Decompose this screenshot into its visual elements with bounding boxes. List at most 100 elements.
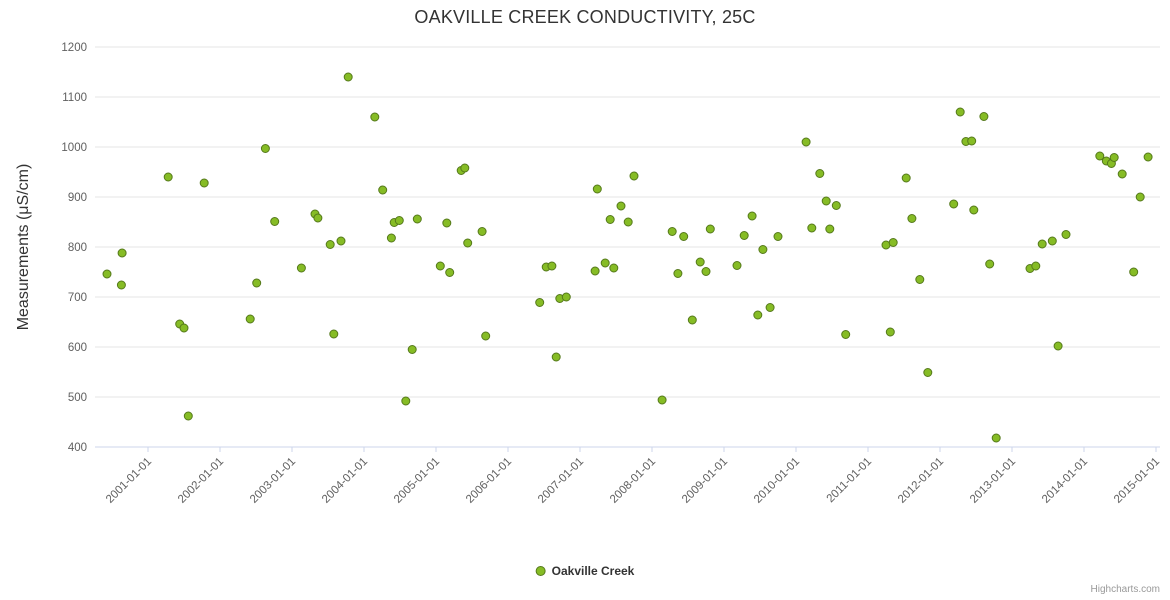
data-point[interactable] <box>370 112 380 122</box>
data-point[interactable] <box>401 396 411 406</box>
data-point[interactable] <box>260 144 270 153</box>
data-point[interactable] <box>1037 239 1047 249</box>
data-point[interactable] <box>163 172 173 182</box>
data-point[interactable] <box>481 331 491 341</box>
data-point[interactable] <box>949 199 959 209</box>
data-point[interactable] <box>758 245 768 254</box>
data-point[interactable] <box>547 261 557 271</box>
data-point[interactable] <box>245 314 255 324</box>
data-point[interactable] <box>815 169 825 178</box>
x-tick-label: 2008-01-01 <box>608 456 658 506</box>
data-point[interactable] <box>590 266 600 276</box>
data-point[interactable] <box>609 263 619 273</box>
data-point[interactable] <box>442 218 452 228</box>
data-point[interactable] <box>739 231 749 240</box>
y-tick-label: 700 <box>68 292 87 304</box>
data-point[interactable] <box>183 411 193 421</box>
data-point[interactable] <box>991 433 1001 443</box>
data-point[interactable] <box>907 214 917 223</box>
data-point[interactable] <box>592 184 602 194</box>
data-point[interactable] <box>313 213 323 223</box>
data-point[interactable] <box>765 303 775 312</box>
data-point[interactable] <box>1053 341 1063 351</box>
data-point[interactable] <box>1129 267 1139 277</box>
data-point[interactable] <box>801 137 811 147</box>
data-point[interactable] <box>460 163 470 173</box>
legend-item-oakville-creek[interactable]: Oakville Creek <box>535 564 635 578</box>
data-point[interactable] <box>1117 169 1127 179</box>
data-point[interactable] <box>673 269 683 278</box>
data-point[interactable] <box>477 227 487 236</box>
data-point[interactable] <box>463 238 473 248</box>
data-point[interactable] <box>629 171 639 181</box>
data-point[interactable] <box>979 112 989 121</box>
data-point[interactable] <box>407 345 417 354</box>
data-point[interactable] <box>901 173 911 183</box>
data-point[interactable] <box>1095 151 1105 161</box>
data-point[interactable] <box>296 263 306 273</box>
data-point[interactable] <box>915 275 925 284</box>
data-point[interactable] <box>270 217 280 226</box>
data-point[interactable] <box>394 216 404 225</box>
legend-label: Oakville Creek <box>551 564 635 578</box>
data-point[interactable] <box>179 323 189 333</box>
data-point[interactable] <box>1031 261 1041 271</box>
data-point[interactable] <box>551 352 561 362</box>
data-point[interactable] <box>378 185 388 195</box>
data-point[interactable] <box>841 330 851 339</box>
data-point[interactable] <box>116 280 126 290</box>
data-point[interactable] <box>967 136 977 146</box>
data-point[interactable] <box>701 267 711 276</box>
data-point[interactable] <box>329 329 339 339</box>
x-tick-label: 2015-01-01 <box>1112 456 1162 506</box>
data-point[interactable] <box>336 236 346 246</box>
data-point[interactable] <box>325 240 335 249</box>
data-point[interactable] <box>773 232 783 241</box>
data-point[interactable] <box>888 238 898 247</box>
data-point[interactable] <box>386 233 396 243</box>
data-point[interactable] <box>679 232 689 241</box>
data-point[interactable] <box>343 72 353 82</box>
data-point[interactable] <box>412 214 422 224</box>
data-point[interactable] <box>923 368 933 377</box>
data-point[interactable] <box>561 292 571 302</box>
data-point[interactable] <box>747 211 757 221</box>
data-point[interactable] <box>825 224 835 234</box>
data-point[interactable] <box>445 268 455 277</box>
data-point[interactable] <box>687 315 697 325</box>
x-tick-label: 2007-01-01 <box>536 456 586 506</box>
x-tick-label: 2009-01-01 <box>680 456 730 506</box>
highcharts-credits-link[interactable]: Highcharts.com <box>1090 584 1160 595</box>
data-point[interactable] <box>1109 153 1119 162</box>
data-point[interactable] <box>969 205 979 215</box>
data-point[interactable] <box>1135 192 1145 202</box>
data-point[interactable] <box>1047 236 1057 246</box>
data-point[interactable] <box>695 257 705 267</box>
data-point[interactable] <box>435 261 445 271</box>
data-point[interactable] <box>616 201 626 211</box>
data-point[interactable] <box>657 395 667 405</box>
data-point[interactable] <box>199 178 209 188</box>
data-point[interactable] <box>667 227 677 236</box>
data-point[interactable] <box>807 223 817 233</box>
data-point[interactable] <box>600 258 610 268</box>
data-point[interactable] <box>831 201 841 210</box>
data-point[interactable] <box>1143 152 1153 162</box>
data-point[interactable] <box>732 261 742 270</box>
data-point[interactable] <box>821 196 831 206</box>
data-point[interactable] <box>252 278 262 288</box>
data-point[interactable] <box>535 298 545 307</box>
data-point[interactable] <box>605 215 615 224</box>
data-point[interactable] <box>885 327 895 337</box>
x-tick-label: 2003-01-01 <box>248 456 298 506</box>
data-point[interactable] <box>753 310 763 320</box>
data-point[interactable] <box>102 269 112 279</box>
data-point[interactable] <box>117 248 127 258</box>
data-point[interactable] <box>623 217 633 227</box>
data-point[interactable] <box>985 259 995 269</box>
data-point[interactable] <box>1061 230 1071 239</box>
data-point[interactable] <box>955 107 965 117</box>
data-point[interactable] <box>705 224 715 234</box>
